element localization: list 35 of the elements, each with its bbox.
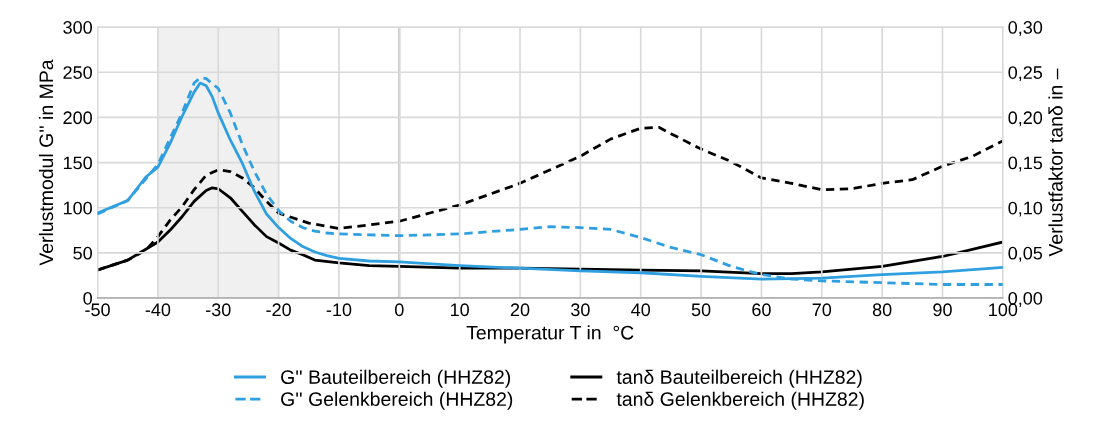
y-tick-label: 150 — [63, 156, 92, 170]
x-tick-label: -50 — [85, 303, 110, 317]
x-tick-label: 0 — [394, 303, 404, 317]
legend-label: tanδ Gelenkbereich (HHZ82) — [616, 391, 864, 410]
y2-tick-label: 0,05 — [1008, 246, 1043, 262]
x-axis-title: Temperatur T in °C — [466, 325, 634, 344]
legend-label: G'' Gelenkbereich (HHZ82) — [281, 391, 513, 410]
x-tick-label: -40 — [145, 303, 171, 317]
y-axis-title: Verlustmodul G'' in MPa — [38, 59, 54, 266]
y2-tick-label: 0,15 — [1008, 156, 1043, 172]
x-tick-label: 30 — [571, 303, 590, 317]
x-tick-label: -20 — [266, 303, 291, 317]
y-tick-label: 0 — [83, 291, 92, 305]
legend-label: tanδ Bauteilbereich (HHZ82) — [616, 369, 862, 388]
x-tick-label: -30 — [206, 303, 231, 317]
y-tick-label: 100 — [63, 201, 92, 215]
y-tick-label: 300 — [63, 21, 92, 34]
y2-tick-label: 0,10 — [1008, 201, 1043, 217]
x-tick-label: 10 — [451, 303, 469, 317]
y-tick-label: 50 — [73, 246, 92, 260]
x-tick-label: 80 — [872, 303, 892, 317]
x-tick-label: 40 — [631, 303, 651, 317]
y2-axis-title: Verlustfaktor tanδ in – — [1048, 68, 1063, 257]
x-tick-label: 70 — [812, 303, 832, 317]
x-tick-label: 20 — [510, 303, 530, 317]
legend-label: G'' Bauteilbereich (HHZ82) — [281, 369, 511, 388]
y2-tick-label: 0,20 — [1008, 111, 1043, 127]
x-tick-label: 60 — [752, 303, 771, 317]
y2-tick-label: 0,25 — [1008, 66, 1043, 82]
x-tick-label: 90 — [933, 303, 952, 317]
y-tick-label: 200 — [63, 111, 92, 125]
x-tick-label: -10 — [326, 303, 352, 317]
y2-tick-label: 0,30 — [1008, 21, 1043, 36]
x-tick-label: 50 — [691, 303, 711, 317]
y-tick-label: 250 — [63, 66, 92, 79]
